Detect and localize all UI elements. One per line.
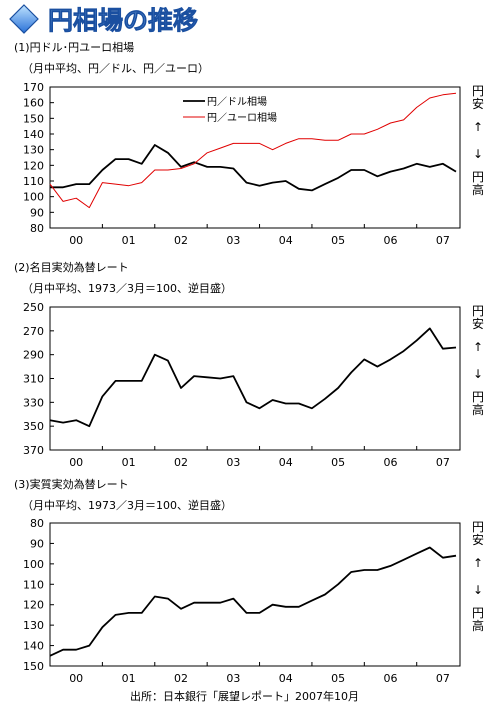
- yen-strong-label: 円高: [471, 606, 484, 633]
- diamond-icon: [9, 4, 39, 34]
- y-tick-label: 160: [23, 97, 44, 110]
- y-tick-label: 110: [23, 175, 44, 188]
- y-tick-label: 350: [23, 420, 44, 433]
- plot-frame: [49, 306, 461, 451]
- y-tick-label: 330: [23, 396, 44, 409]
- x-tick-label: 07: [436, 234, 450, 247]
- x-tick-label: 04: [279, 672, 293, 685]
- yen-weak-label: 円安: [471, 520, 484, 547]
- page-title: 円相場の推移: [9, 4, 198, 35]
- section-1-note: （月中平均、円／ドル、円／ユーロ）: [22, 62, 209, 75]
- y-tick-label: 90: [30, 206, 44, 219]
- section-2-heading: (2)名目実効為替レート: [14, 261, 129, 274]
- y-tick-label: 80: [30, 517, 44, 530]
- x-tick-label: 01: [122, 456, 136, 469]
- yen-strong-label: 円高: [471, 170, 484, 197]
- x-tick-label: 02: [174, 672, 188, 685]
- yen-strong-label: 円高: [471, 390, 484, 417]
- series-line-1: [49, 546, 457, 657]
- plot-frame: [49, 522, 461, 667]
- up-arrow-icon: ↑: [472, 340, 484, 354]
- y-tick-label: 150: [23, 112, 44, 125]
- x-tick-label: 05: [331, 234, 345, 247]
- y-tick-label: 140: [23, 640, 44, 653]
- section-3-heading: (3)実質実効為替レート: [14, 478, 129, 491]
- x-tick-label: 03: [226, 456, 240, 469]
- yen-weak-label: 円安: [471, 304, 484, 331]
- down-arrow-icon: ↓: [472, 147, 484, 161]
- x-tick-label: 05: [331, 672, 345, 685]
- x-tick-label: 02: [174, 234, 188, 247]
- x-tick-label: 06: [384, 456, 398, 469]
- y-tick-label: 250: [23, 301, 44, 314]
- y-tick-label: 90: [30, 537, 44, 550]
- y-tick-label: 130: [23, 144, 44, 157]
- x-tick-label: 00: [69, 234, 83, 247]
- source-note: 出所：日本銀行「展望レポート」2007年10月: [130, 690, 359, 703]
- y-tick-label: 270: [23, 325, 44, 338]
- x-tick-label: 04: [279, 456, 293, 469]
- x-tick-label: 02: [174, 456, 188, 469]
- y-tick-label: 100: [23, 191, 44, 204]
- x-tick-label: 01: [122, 672, 136, 685]
- y-tick-label: 310: [23, 373, 44, 386]
- y-tick-label: 370: [23, 444, 44, 457]
- y-tick-label: 140: [23, 128, 44, 141]
- x-tick-label: 06: [384, 234, 398, 247]
- x-tick-label: 03: [226, 234, 240, 247]
- section-3-note: （月中平均、1973／3月＝100、逆目盛）: [22, 499, 232, 512]
- x-tick-label: 06: [384, 672, 398, 685]
- up-arrow-icon: ↑: [472, 120, 484, 134]
- x-tick-label: 00: [69, 456, 83, 469]
- x-tick-label: 07: [436, 672, 450, 685]
- legend-label: 円／ドル相場: [207, 95, 267, 108]
- side-labels-3: 円安 ↑ ↓ 円高: [470, 521, 486, 633]
- nominal-eer-chart: 250 270 290 310 330 350 370 00 01 02 03 04 05 06 07: [23, 301, 461, 469]
- y-tick-label: 120: [23, 159, 44, 172]
- x-tick-label: 00: [69, 672, 83, 685]
- down-arrow-icon: ↓: [472, 583, 484, 597]
- down-arrow-icon: ↓: [472, 367, 484, 381]
- legend-label: 円／ユーロ相場: [207, 111, 277, 124]
- y-tick-label: 80: [30, 222, 44, 235]
- y-tick-label: 100: [23, 558, 44, 571]
- side-labels-1: 円安 ↑ ↓ 円高: [470, 85, 486, 197]
- y-tick-label: 170: [23, 81, 44, 94]
- x-tick-label: 01: [122, 234, 136, 247]
- x-tick-label: 07: [436, 456, 450, 469]
- x-tick-label: 03: [226, 672, 240, 685]
- section-1-heading: (1)円ドル･円ユーロ相場: [14, 41, 135, 54]
- real-eer-chart: 80 90 100 110 120 130 140 150 00 01 02 03 04 05 06 07: [23, 517, 461, 685]
- plot-frame: [49, 86, 461, 229]
- y-tick-label: 110: [23, 578, 44, 591]
- y-tick-label: 130: [23, 619, 44, 632]
- yen-weak-label: 円安: [471, 84, 484, 111]
- section-2-note: （月中平均、1973／3月＝100、逆目盛）: [22, 282, 232, 295]
- page-title-text: 円相場の推移: [48, 6, 198, 35]
- series-line-1: [49, 327, 457, 428]
- series-line-2: [49, 92, 457, 209]
- up-arrow-icon: ↑: [472, 556, 484, 570]
- y-tick-label: 120: [23, 599, 44, 612]
- side-labels-2: 円安 ↑ ↓ 円高: [470, 305, 486, 417]
- y-tick-label: 290: [23, 349, 44, 362]
- x-tick-label: 05: [331, 456, 345, 469]
- x-tick-label: 04: [279, 234, 293, 247]
- usd-eur-chart: 80 90 100 110 120 130 140 150 160 170 00 01 02 03 04 05…: [23, 81, 461, 247]
- y-tick-label: 150: [23, 660, 44, 673]
- series-line-1: [50, 144, 457, 192]
